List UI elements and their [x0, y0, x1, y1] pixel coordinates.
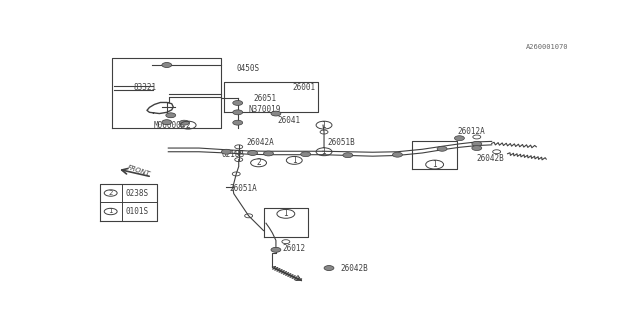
Text: FRONT: FRONT: [126, 164, 151, 178]
Circle shape: [221, 149, 231, 154]
Circle shape: [162, 120, 172, 124]
Text: 1: 1: [108, 209, 113, 214]
Text: 2: 2: [109, 190, 113, 196]
Text: 2: 2: [186, 121, 191, 130]
Circle shape: [472, 141, 482, 146]
Circle shape: [437, 146, 447, 151]
Circle shape: [324, 266, 334, 270]
Circle shape: [233, 120, 243, 125]
Text: 26042B: 26042B: [340, 264, 368, 273]
Circle shape: [248, 150, 257, 156]
Text: 0218S: 0218S: [221, 150, 244, 159]
Circle shape: [392, 152, 403, 157]
Circle shape: [301, 152, 310, 157]
Text: 83321: 83321: [134, 83, 157, 92]
Text: M060004: M060004: [154, 121, 186, 130]
Circle shape: [162, 62, 172, 68]
Circle shape: [271, 111, 281, 116]
Text: 26041: 26041: [277, 116, 301, 125]
Text: 26042A: 26042A: [246, 138, 274, 147]
Text: N370019: N370019: [249, 105, 281, 114]
Text: 2: 2: [256, 158, 261, 167]
Circle shape: [264, 151, 273, 156]
Circle shape: [233, 110, 243, 115]
Text: 26042B: 26042B: [477, 154, 504, 163]
Text: 1: 1: [322, 147, 326, 156]
Text: 1: 1: [322, 121, 326, 130]
Text: 26051B: 26051B: [327, 138, 355, 147]
Circle shape: [343, 153, 353, 158]
Circle shape: [472, 146, 482, 150]
Text: 26012: 26012: [282, 244, 305, 253]
Text: 0101S: 0101S: [125, 207, 148, 216]
Text: A260001070: A260001070: [526, 44, 568, 50]
Text: 1: 1: [292, 156, 297, 165]
Text: 1: 1: [432, 160, 437, 169]
Circle shape: [233, 100, 243, 105]
Text: 26012A: 26012A: [457, 127, 484, 136]
Text: 0450S: 0450S: [236, 64, 259, 73]
Circle shape: [166, 113, 176, 118]
Circle shape: [271, 247, 281, 252]
Circle shape: [454, 136, 465, 141]
Text: 26001: 26001: [292, 83, 316, 92]
Circle shape: [179, 120, 189, 125]
Text: 26051: 26051: [253, 93, 276, 102]
Text: 26051A: 26051A: [230, 184, 257, 193]
Text: 0238S: 0238S: [125, 188, 148, 197]
Text: 1: 1: [284, 209, 288, 218]
